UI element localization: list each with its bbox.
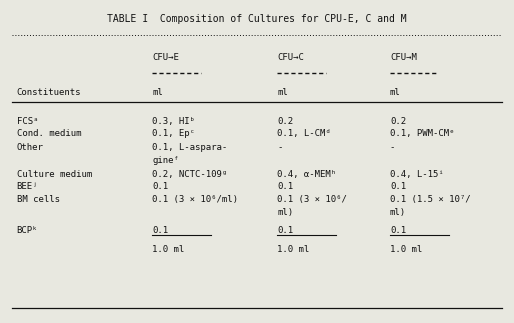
Text: 0.1, L-CMᵈ: 0.1, L-CMᵈ <box>278 130 331 139</box>
Text: ml): ml) <box>390 208 406 217</box>
Text: CFU→C: CFU→C <box>278 53 304 62</box>
Text: 0.1, PWM-CMᵉ: 0.1, PWM-CMᵉ <box>390 130 454 139</box>
Text: 0.1, L-aspara-: 0.1, L-aspara- <box>152 143 228 152</box>
Text: 0.2, NCTC-109ᵍ: 0.2, NCTC-109ᵍ <box>152 170 228 179</box>
Text: Culture medium: Culture medium <box>17 170 92 179</box>
Text: CFU→E: CFU→E <box>152 53 179 62</box>
Text: BEEʲ: BEEʲ <box>17 182 38 191</box>
Text: 0.1: 0.1 <box>278 182 293 191</box>
Text: 0.4, L-15ⁱ: 0.4, L-15ⁱ <box>390 170 444 179</box>
Text: TABLE I  Composition of Cultures for CPU-E, C and M: TABLE I Composition of Cultures for CPU-… <box>107 14 407 24</box>
Text: 0.1 (3 × 10⁶/ml): 0.1 (3 × 10⁶/ml) <box>152 195 238 204</box>
Text: ml: ml <box>278 88 288 97</box>
Text: 0.1: 0.1 <box>390 182 406 191</box>
Text: ml: ml <box>390 88 401 97</box>
Text: 0.1, Epᶜ: 0.1, Epᶜ <box>152 130 195 139</box>
Text: 0.1: 0.1 <box>278 225 293 234</box>
Text: -: - <box>278 143 283 152</box>
Text: 0.4, α-MEMʰ: 0.4, α-MEMʰ <box>278 170 337 179</box>
Text: 0.1 (1.5 × 10⁷/: 0.1 (1.5 × 10⁷/ <box>390 195 470 204</box>
Text: 1.0 ml: 1.0 ml <box>152 245 185 254</box>
Text: 1.0 ml: 1.0 ml <box>390 245 422 254</box>
Text: Other: Other <box>17 143 44 152</box>
Text: 1.0 ml: 1.0 ml <box>278 245 310 254</box>
Text: ml: ml <box>152 88 163 97</box>
Text: 0.1: 0.1 <box>152 225 168 234</box>
Text: Constituents: Constituents <box>17 88 81 97</box>
Text: -: - <box>390 143 395 152</box>
Text: 0.2: 0.2 <box>390 117 406 126</box>
Text: BM cells: BM cells <box>17 195 60 204</box>
Text: Cond. medium: Cond. medium <box>17 130 81 139</box>
Text: FCSᵃ: FCSᵃ <box>17 117 38 126</box>
Text: BCPᵏ: BCPᵏ <box>17 225 38 234</box>
Text: CFU→M: CFU→M <box>390 53 417 62</box>
Text: 0.1: 0.1 <box>390 225 406 234</box>
Text: ml): ml) <box>278 208 293 217</box>
Text: 0.1: 0.1 <box>152 182 168 191</box>
Text: 0.3, HIᵇ: 0.3, HIᵇ <box>152 117 195 126</box>
Text: gineᶠ: gineᶠ <box>152 156 179 165</box>
Text: 0.1 (3 × 10⁶/: 0.1 (3 × 10⁶/ <box>278 195 347 204</box>
Text: 0.2: 0.2 <box>278 117 293 126</box>
